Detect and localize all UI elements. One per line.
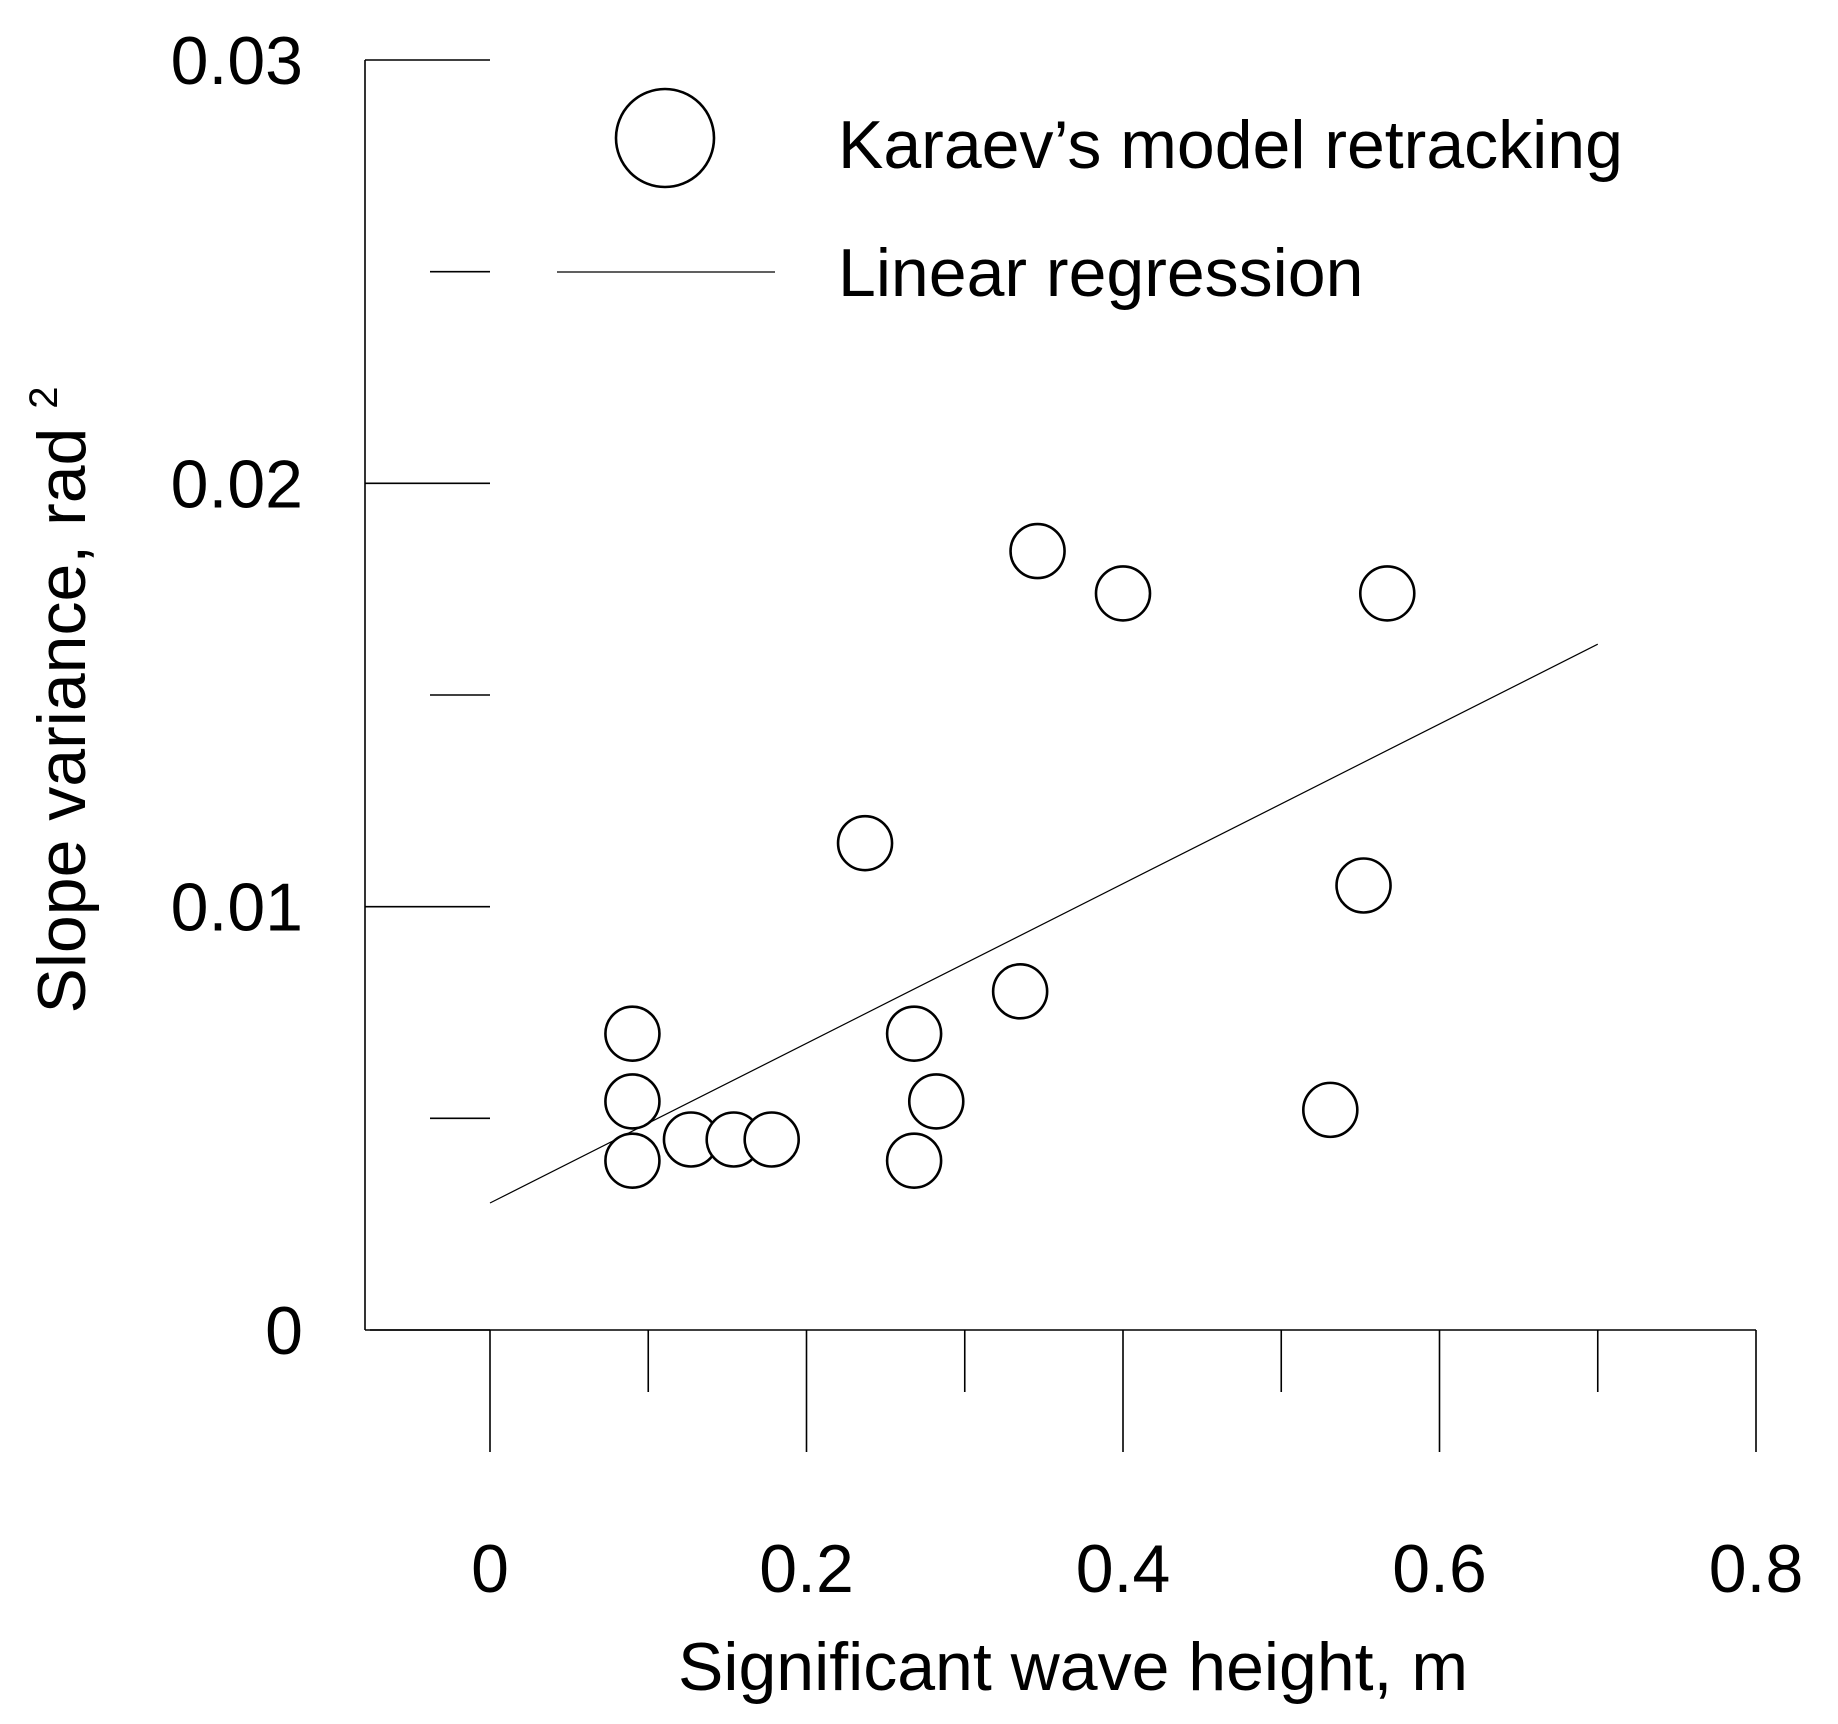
x-axis-tick-labels: 0 0.2 0.4 0.6 0.8 [471,1531,1803,1607]
y-axis-tick-labels: 0 0.01 0.02 0.03 [171,23,303,1369]
y-tick-label: 0.01 [171,870,303,946]
data-point [907,1073,965,1130]
data-point [1094,565,1152,622]
x-axis-label: Significant wave height, m [678,1629,1468,1705]
data-point [604,1005,661,1062]
y-tick-label: 0.02 [171,446,303,522]
data-point [1009,522,1066,580]
y-tick-label: 0 [265,1293,303,1369]
legend: Karaev’s model retracking Linear regress… [557,87,1623,311]
x-tick-label: 0.4 [1076,1531,1171,1607]
x-tick-label: 0.8 [1709,1531,1804,1607]
y-tick-label: 0.03 [171,23,303,99]
data-point [1335,857,1392,914]
data-point [743,1111,800,1168]
y-axis-label: Slope variance, rad 2 [22,386,100,1013]
y-axis-label-main: Slope variance, rad [24,428,100,1014]
data-point [1358,565,1416,622]
legend-label-scatter: Karaev’s model retracking [838,107,1623,183]
legend-label-line: Linear regression [838,235,1363,311]
data-point [885,1132,943,1189]
data-point [885,1005,943,1062]
y-axis-ticks [365,59,490,1331]
y-axis-label-superscript: 2 [22,386,66,408]
legend-circle-marker-icon [614,87,716,189]
data-point [604,1132,661,1189]
data-point [991,963,1049,1020]
x-tick-label: 0.2 [759,1531,854,1607]
x-tick-label: 0.6 [1392,1531,1487,1607]
data-point [1302,1081,1359,1139]
x-axis-ticks [489,1330,1757,1452]
data-point [604,1073,661,1130]
x-tick-label: 0 [471,1531,509,1607]
scatter-points [604,522,1416,1189]
linear-regression-line [489,643,1599,1204]
data-point [836,814,894,872]
